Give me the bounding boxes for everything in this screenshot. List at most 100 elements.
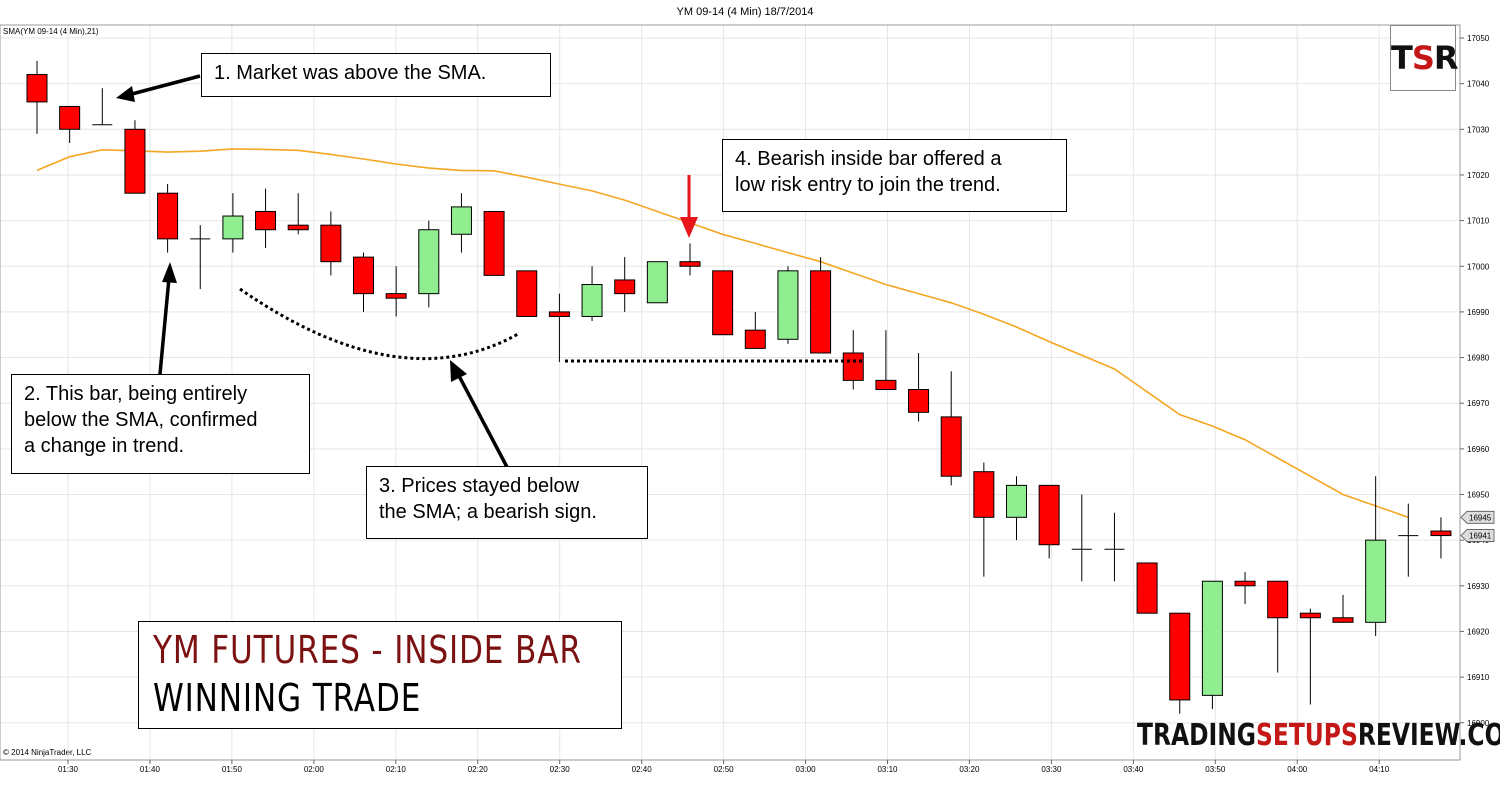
candle <box>581 266 603 322</box>
candle-body <box>1038 484 1060 546</box>
candle <box>353 252 374 312</box>
candle <box>679 243 701 276</box>
arrow-3-head <box>450 360 467 382</box>
candle-body <box>1234 580 1256 587</box>
price-markers: 16945 16941 <box>1460 510 1495 542</box>
arrow-2-shaft <box>158 277 171 375</box>
x-tick-label: 01:30 <box>58 765 79 774</box>
candle-body <box>810 270 832 354</box>
price-marker-tag <box>1460 510 1495 524</box>
annotation-1-text: 1. Market was above the SMA. <box>214 62 487 84</box>
candle <box>1430 517 1452 559</box>
y-tick-label: 17040 <box>1467 80 1490 89</box>
candle <box>810 257 832 354</box>
logo-letter-t: T <box>1391 39 1413 77</box>
x-tick-label: 02:30 <box>550 765 571 774</box>
candle <box>973 462 995 577</box>
candle <box>1398 503 1419 577</box>
candle <box>875 330 897 391</box>
logo-letter-s: S <box>1411 39 1435 77</box>
annotation-4-line2: low risk entry to join the trend. <box>735 174 1001 196</box>
candlesticks <box>26 60 1452 714</box>
watermark-part-1: TRADING <box>1137 718 1257 753</box>
candle-body <box>842 352 864 381</box>
candle <box>1071 494 1092 582</box>
title-box: YM FUTURES - INSIDE BAR WINNING TRADE <box>138 621 622 729</box>
candle <box>222 193 244 253</box>
candle-body <box>973 471 995 518</box>
y-tick-label: 17050 <box>1467 34 1490 43</box>
candle <box>1104 512 1125 582</box>
candle <box>1299 608 1321 705</box>
candle-body <box>516 270 538 317</box>
candle <box>1234 572 1256 605</box>
candle <box>92 88 113 126</box>
candle-body <box>320 224 342 263</box>
y-tick-label: 16970 <box>1467 399 1490 408</box>
annotation-2-line3: a change in trend. <box>24 435 185 457</box>
candle-body <box>1430 530 1452 537</box>
candle-body <box>712 270 734 336</box>
candle-body <box>385 293 407 299</box>
candle-body <box>1332 617 1354 623</box>
y-axis: 17050 17040 17030 17020 17010 17000 16990 16980… <box>1459 25 1490 760</box>
candle-body <box>222 215 244 240</box>
candle-body <box>908 389 930 413</box>
price-marker: 16941 <box>1460 529 1495 542</box>
x-tick-label: 01:50 <box>222 765 243 774</box>
candle-body <box>483 210 505 276</box>
x-tick-label: 03:40 <box>1123 765 1144 774</box>
x-axis: 01:30 01:40 01:50 02:00 02:10 02:20 02:30 02:40… <box>58 760 1390 774</box>
tsr-logo: TSR <box>1390 25 1459 91</box>
annotation-graphics <box>116 74 865 468</box>
watermark-part-2: SETUPS <box>1256 718 1358 753</box>
x-tick-label: 03:20 <box>959 765 980 774</box>
candle <box>320 211 342 276</box>
candle <box>516 270 538 317</box>
y-tick-label: 16910 <box>1467 673 1490 682</box>
candle <box>418 220 440 308</box>
x-tick-label: 04:10 <box>1369 765 1390 774</box>
x-tick-label: 03:00 <box>796 765 817 774</box>
candle-body <box>255 210 277 231</box>
candle <box>255 188 277 248</box>
candle <box>777 266 799 344</box>
y-tick-label: 17000 <box>1467 262 1490 271</box>
candle <box>940 371 962 486</box>
copyright-label: © 2014 NinjaTrader, LLC <box>3 748 92 757</box>
candle-body <box>614 279 636 295</box>
annotation-4-line1: 4. Bearish inside bar offered a <box>735 148 1002 170</box>
y-tick-label: 16930 <box>1467 582 1490 591</box>
candle <box>1169 612 1191 714</box>
candle <box>1136 562 1158 614</box>
candle <box>712 270 734 336</box>
x-tick-label: 02:10 <box>386 765 407 774</box>
y-tick-label: 17020 <box>1467 171 1490 180</box>
y-tick-label: 16980 <box>1467 354 1490 363</box>
annotation-4: 4. Bearish inside bar offered a low risk… <box>722 139 1067 212</box>
indicator-label: SMA(YM 09-14 (4 Min),21) <box>3 27 99 36</box>
annotation-2-line1: 2. This bar, being entirely <box>24 383 248 405</box>
y-tick-label: 16900 <box>1467 719 1490 728</box>
arrow-1-head <box>116 86 135 102</box>
annotation-2-line2: below the SMA, confirmed <box>24 409 258 431</box>
arrow-3-shaft <box>456 373 509 468</box>
candle <box>1006 476 1027 541</box>
candle-body <box>581 284 603 317</box>
x-tick-label: 03:30 <box>1041 765 1062 774</box>
candle <box>908 352 930 422</box>
candle <box>1267 580 1289 673</box>
y-tick-label: 16920 <box>1467 627 1490 636</box>
candle <box>190 225 211 290</box>
y-tick-label: 17030 <box>1467 125 1490 134</box>
candle <box>483 210 505 276</box>
price-marker: 16945 <box>1460 510 1495 524</box>
price-marker-label: 16945 <box>1469 513 1492 522</box>
x-tick-label: 03:10 <box>877 765 898 774</box>
annotation-3: 3. Prices stayed below the SMA; a bearis… <box>366 466 648 539</box>
candle <box>124 120 146 194</box>
candle-body <box>548 311 570 317</box>
annotation-1: 1. Market was above the SMA. <box>201 53 551 97</box>
candle <box>548 293 570 363</box>
